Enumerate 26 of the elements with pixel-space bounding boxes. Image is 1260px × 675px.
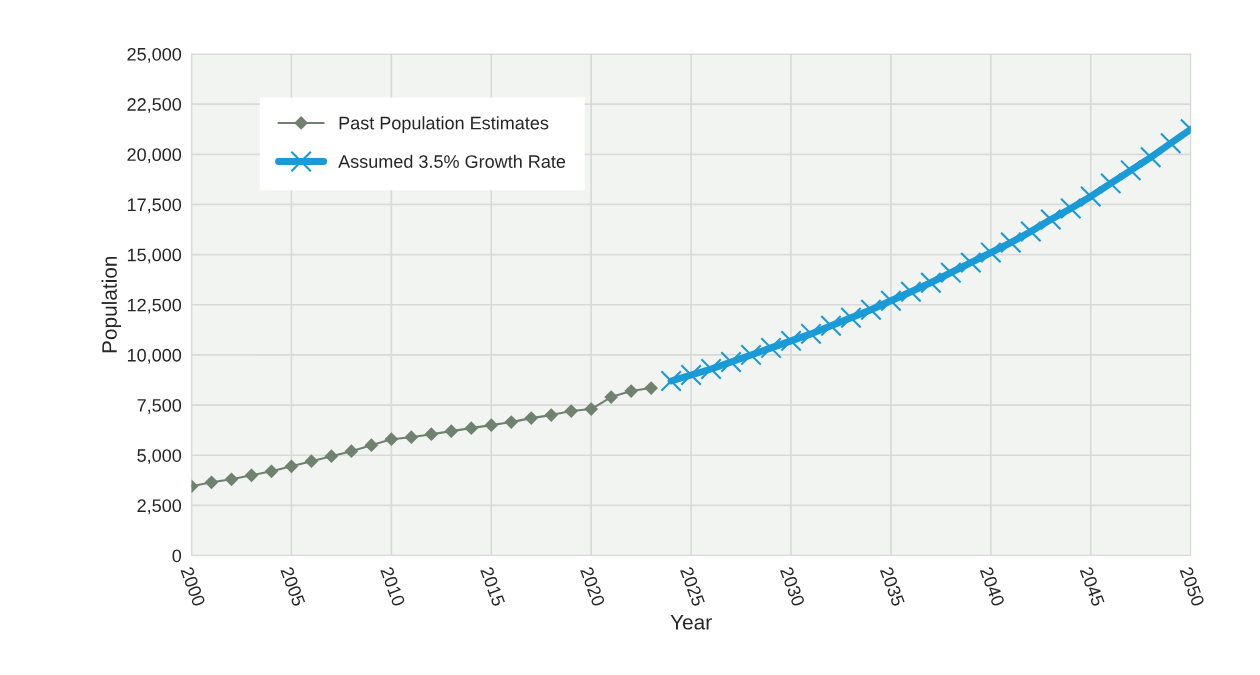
legend-label: Assumed 3.5% Growth Rate xyxy=(338,154,566,168)
x-axis-title: Year xyxy=(670,615,712,630)
y-tick-label: 17,500 xyxy=(127,198,182,214)
y-tick-label: 25,000 xyxy=(127,47,182,63)
y-tick-label: 10,000 xyxy=(127,348,182,364)
x-tick-label: 2025 xyxy=(680,566,706,607)
x-tick-label: 2045 xyxy=(1079,566,1105,607)
x-tick-label: 2040 xyxy=(979,566,1005,607)
x-tick-label: 2050 xyxy=(1179,566,1205,607)
x-tick-label: 2010 xyxy=(380,566,406,607)
y-tick-label: 7,500 xyxy=(137,399,182,414)
y-tick-label: 0 xyxy=(172,549,182,563)
x-tick-label: 2020 xyxy=(580,566,606,607)
y-axis-title: Population xyxy=(101,256,122,353)
y-tick-label: 12,500 xyxy=(127,298,182,314)
x-tick-label: 2015 xyxy=(480,566,506,607)
x-tick-label: 2030 xyxy=(779,566,806,607)
legend-label: Past Population Estimates xyxy=(339,116,549,134)
x-tick-label: 2035 xyxy=(879,566,906,607)
x-tick-label: 2000 xyxy=(180,566,206,607)
y-tick-label: 22,500 xyxy=(127,98,182,114)
x-tick-label: 2005 xyxy=(280,566,306,607)
y-tick-label: 2,500 xyxy=(137,499,182,515)
y-tick-label: 15,000 xyxy=(127,248,182,264)
y-tick-label: 5,000 xyxy=(137,449,182,465)
y-tick-label: 20,000 xyxy=(127,148,182,164)
